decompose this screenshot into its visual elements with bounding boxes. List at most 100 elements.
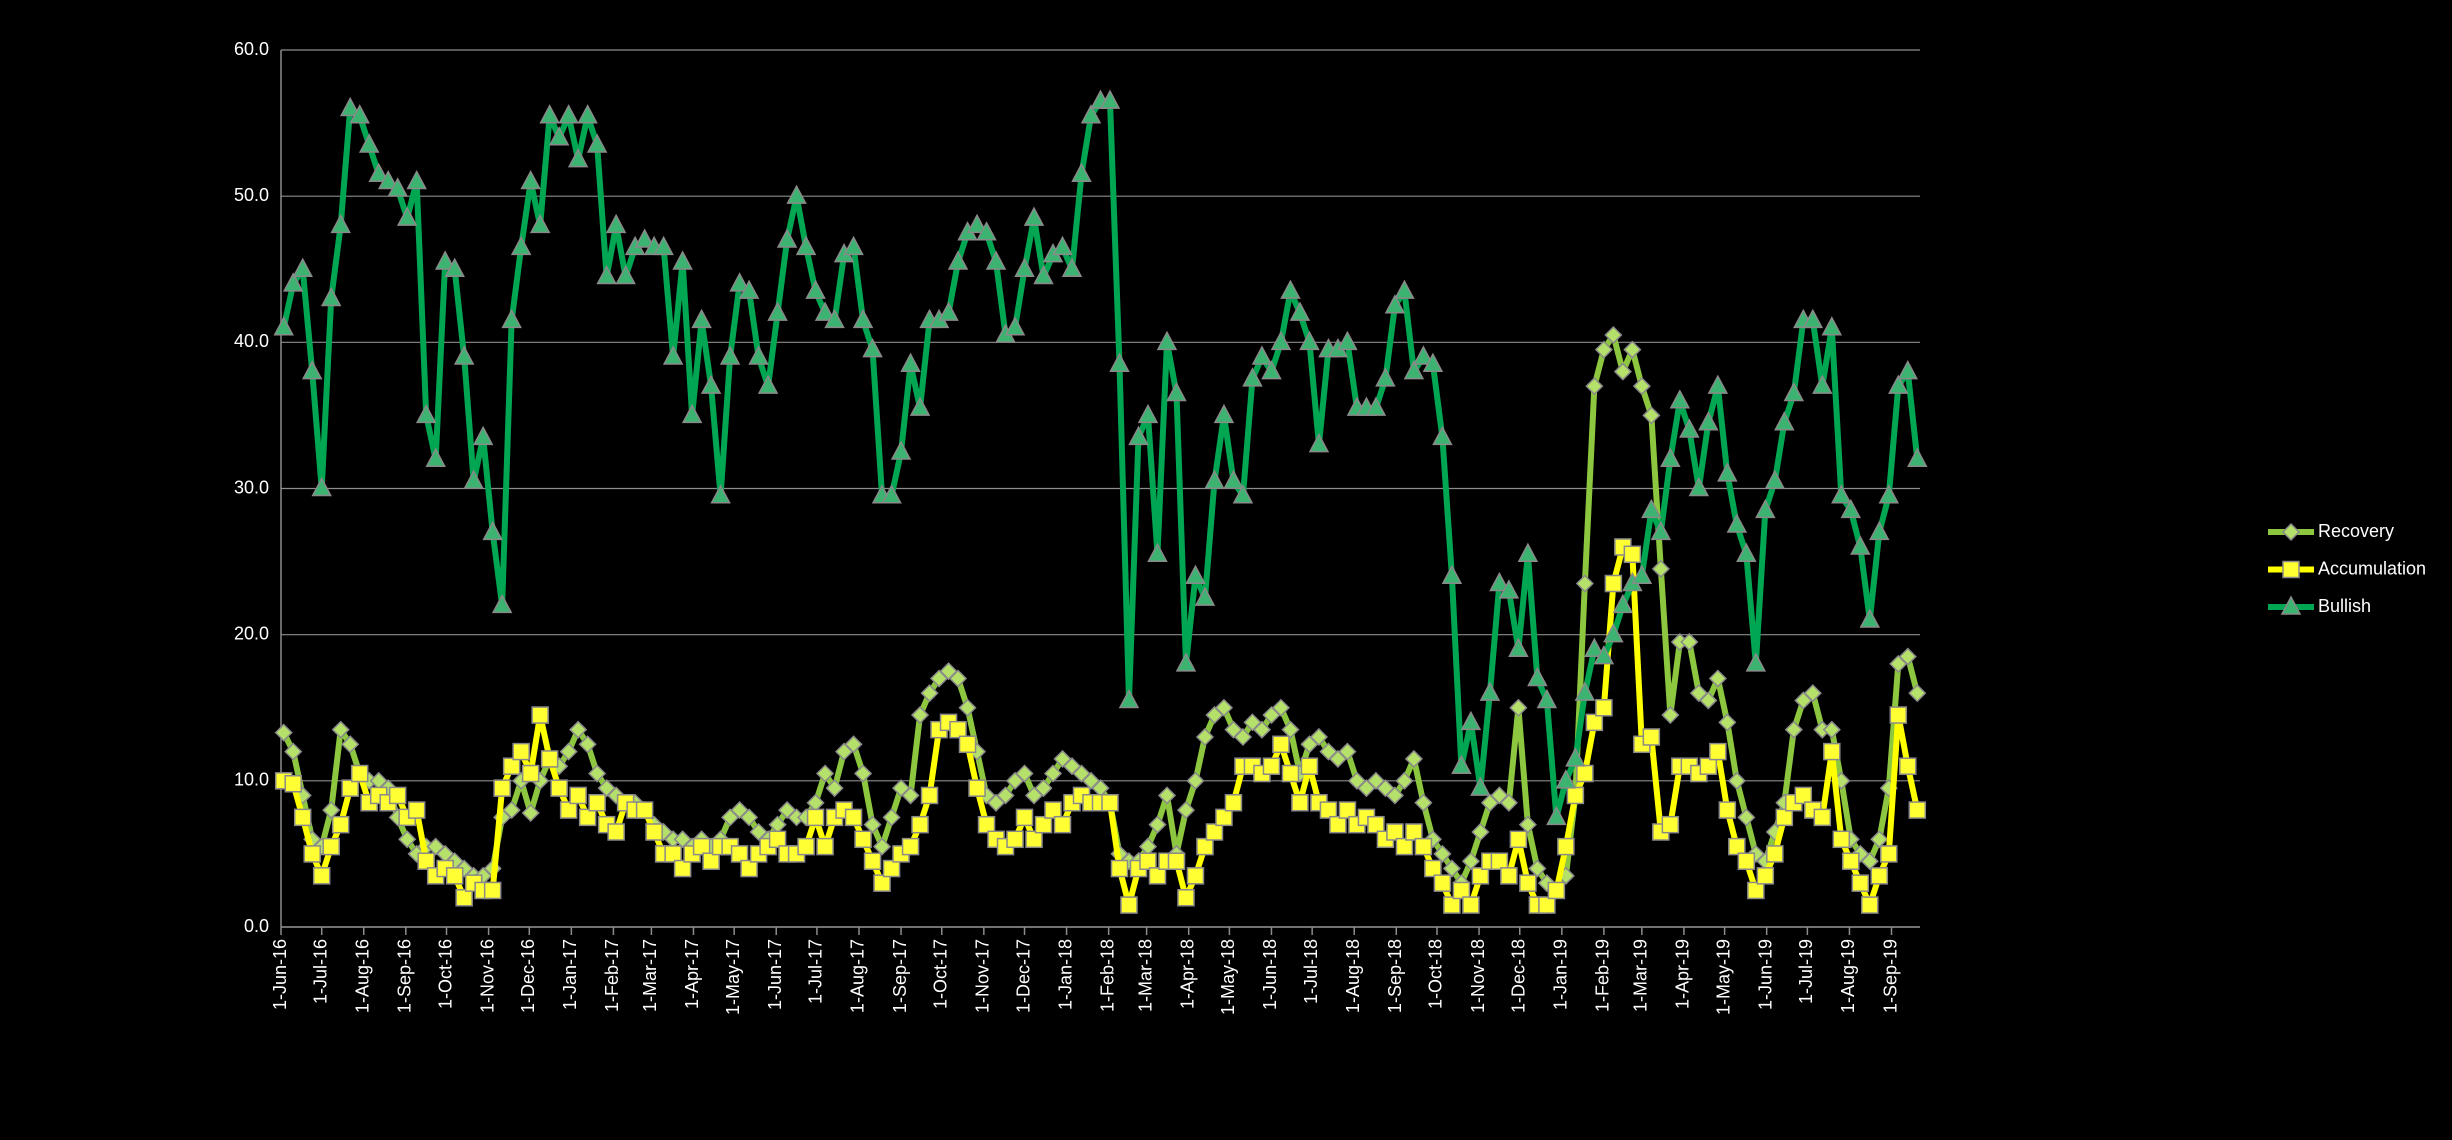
point bbox=[502, 757, 521, 775]
point bbox=[1308, 433, 1330, 453]
point bbox=[1166, 381, 1187, 402]
point bbox=[407, 801, 426, 819]
x-tick-label: 1-Feb-18 bbox=[1097, 939, 1117, 1012]
point bbox=[540, 750, 559, 768]
point bbox=[1699, 757, 1718, 775]
point bbox=[634, 228, 655, 248]
point bbox=[854, 830, 872, 849]
point bbox=[273, 316, 294, 336]
point bbox=[1822, 720, 1841, 739]
point bbox=[691, 308, 712, 329]
point bbox=[1118, 688, 1140, 709]
point bbox=[863, 815, 882, 834]
point bbox=[1023, 206, 1045, 226]
point bbox=[1783, 381, 1805, 402]
point bbox=[1604, 574, 1623, 593]
x-tick-label: 1-Nov-18 bbox=[1468, 939, 1488, 1013]
point bbox=[825, 779, 844, 798]
point bbox=[729, 272, 750, 292]
x-tick-label: 1-Dec-16 bbox=[518, 939, 538, 1013]
point bbox=[843, 235, 864, 256]
point bbox=[1908, 684, 1927, 703]
point bbox=[805, 279, 826, 299]
point bbox=[521, 803, 540, 823]
point bbox=[1840, 498, 1862, 519]
point bbox=[1433, 874, 1452, 892]
point bbox=[1413, 345, 1434, 365]
point bbox=[1747, 881, 1765, 900]
point bbox=[1594, 340, 1613, 359]
point bbox=[948, 669, 968, 688]
point bbox=[311, 476, 332, 497]
x-tick-label: 1-Apr-17 bbox=[682, 939, 702, 1009]
point bbox=[1623, 340, 1642, 359]
x-tick-label: 1-Sep-17 bbox=[890, 939, 910, 1013]
point bbox=[1186, 771, 1205, 790]
point bbox=[786, 184, 807, 204]
point bbox=[968, 779, 986, 797]
point bbox=[1755, 498, 1776, 519]
point bbox=[1728, 837, 1746, 856]
point bbox=[1319, 801, 1338, 819]
point bbox=[569, 786, 587, 805]
point bbox=[1499, 793, 1518, 812]
point bbox=[1878, 484, 1900, 504]
point bbox=[521, 764, 540, 783]
point bbox=[1717, 462, 1738, 482]
point bbox=[282, 272, 304, 292]
point bbox=[1462, 896, 1480, 914]
point bbox=[1215, 808, 1233, 827]
point bbox=[1367, 815, 1385, 834]
point bbox=[1850, 535, 1871, 555]
point bbox=[1157, 786, 1177, 805]
point bbox=[1224, 794, 1243, 812]
point bbox=[776, 228, 798, 248]
point bbox=[491, 593, 513, 614]
point bbox=[1699, 691, 1718, 710]
x-tick-label: 1-Mar-18 bbox=[1135, 939, 1155, 1012]
point bbox=[1869, 520, 1890, 541]
point bbox=[852, 308, 874, 329]
point bbox=[730, 845, 749, 863]
point bbox=[1061, 257, 1083, 277]
point bbox=[1006, 830, 1024, 849]
point bbox=[425, 447, 446, 468]
point bbox=[901, 837, 920, 856]
x-tick-label: 1-Aug-16 bbox=[353, 939, 373, 1013]
point bbox=[1498, 579, 1520, 599]
x-tick-label: 1-Nov-17 bbox=[973, 939, 993, 1013]
point bbox=[1053, 815, 1072, 834]
point bbox=[1080, 104, 1102, 124]
point bbox=[911, 815, 929, 834]
x-tick-label: 1-Apr-18 bbox=[1177, 939, 1197, 1009]
x-tick-label: 1-May-17 bbox=[723, 939, 743, 1015]
point bbox=[1443, 896, 1461, 914]
x-tick-label: 1-Jul-17 bbox=[806, 939, 826, 1004]
point bbox=[301, 359, 323, 380]
point bbox=[920, 684, 939, 703]
point bbox=[550, 779, 568, 797]
y-tick-label: 20.0 bbox=[234, 623, 269, 643]
point bbox=[862, 338, 883, 358]
point bbox=[1832, 830, 1851, 849]
point bbox=[645, 823, 663, 841]
point bbox=[1270, 330, 1292, 351]
point bbox=[1641, 498, 1662, 519]
point bbox=[1395, 837, 1414, 856]
point bbox=[1186, 867, 1205, 885]
x-tick-label: 1-Apr-19 bbox=[1673, 939, 1693, 1009]
x-tick-label: 1-May-19 bbox=[1713, 939, 1733, 1015]
point bbox=[1194, 586, 1216, 606]
point bbox=[398, 830, 417, 849]
point bbox=[1110, 859, 1129, 878]
point bbox=[1148, 867, 1167, 885]
point bbox=[1842, 852, 1860, 870]
point bbox=[1823, 742, 1841, 761]
point bbox=[1661, 705, 1680, 725]
point bbox=[1821, 316, 1843, 336]
point bbox=[1860, 852, 1879, 871]
point bbox=[1375, 367, 1396, 387]
point bbox=[1612, 593, 1634, 614]
point bbox=[1071, 162, 1092, 182]
